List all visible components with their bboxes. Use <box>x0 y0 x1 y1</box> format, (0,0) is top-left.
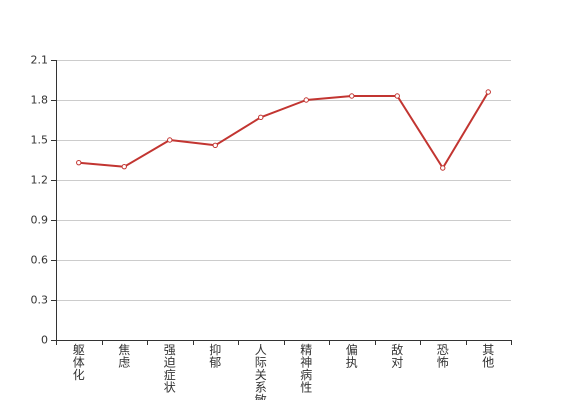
x-axis: 躯体化 焦虑 强迫症状 抑郁 人际关系敏感 精神病性 偏执 敌对 恐怖 其他 <box>56 340 512 400</box>
data-point[interactable] <box>303 97 309 103</box>
y-tick-label: 1.5 <box>31 134 49 147</box>
x-tick-label: 恐怖 <box>437 343 449 370</box>
data-point[interactable] <box>76 159 82 166</box>
x-tick-label: 焦虑 <box>118 343 130 370</box>
series <box>76 89 491 171</box>
x-tick-label: 强迫症状 <box>164 343 176 395</box>
y-tick-label: 2.1 <box>31 54 49 67</box>
x-tick-label: 人际关系敏感 <box>255 343 267 400</box>
y-tick-label: 1.8 <box>31 94 49 107</box>
x-tick-label: 偏执 <box>346 342 358 370</box>
data-point[interactable] <box>485 89 491 95</box>
data-point[interactable] <box>394 93 400 99</box>
x-tick-label: 敌对 <box>391 342 403 370</box>
y-tick-label: 0.9 <box>31 214 49 227</box>
x-tick-label: 抑郁 <box>209 342 221 370</box>
grid-lines <box>56 60 511 301</box>
data-point[interactable] <box>212 142 218 149</box>
y-axis: 0 0.3 0.6 0.9 1.2 1.5 1.8 2.1 <box>31 54 57 347</box>
y-tick-label: 0.6 <box>31 254 49 267</box>
x-tick-label: 精神病性 <box>300 343 312 395</box>
data-point[interactable] <box>258 114 264 121</box>
series-line <box>78 91 490 169</box>
data-point[interactable] <box>440 165 446 171</box>
data-point[interactable] <box>121 163 127 170</box>
y-tick-label: 0.3 <box>31 294 49 307</box>
y-tick-label: 1.2 <box>31 174 49 187</box>
x-tick-label: 其他 <box>482 343 494 370</box>
data-point[interactable] <box>167 137 173 143</box>
x-tick-label: 躯体化 <box>73 342 85 382</box>
data-point[interactable] <box>349 93 355 99</box>
y-tick-label: 0 <box>41 334 48 347</box>
